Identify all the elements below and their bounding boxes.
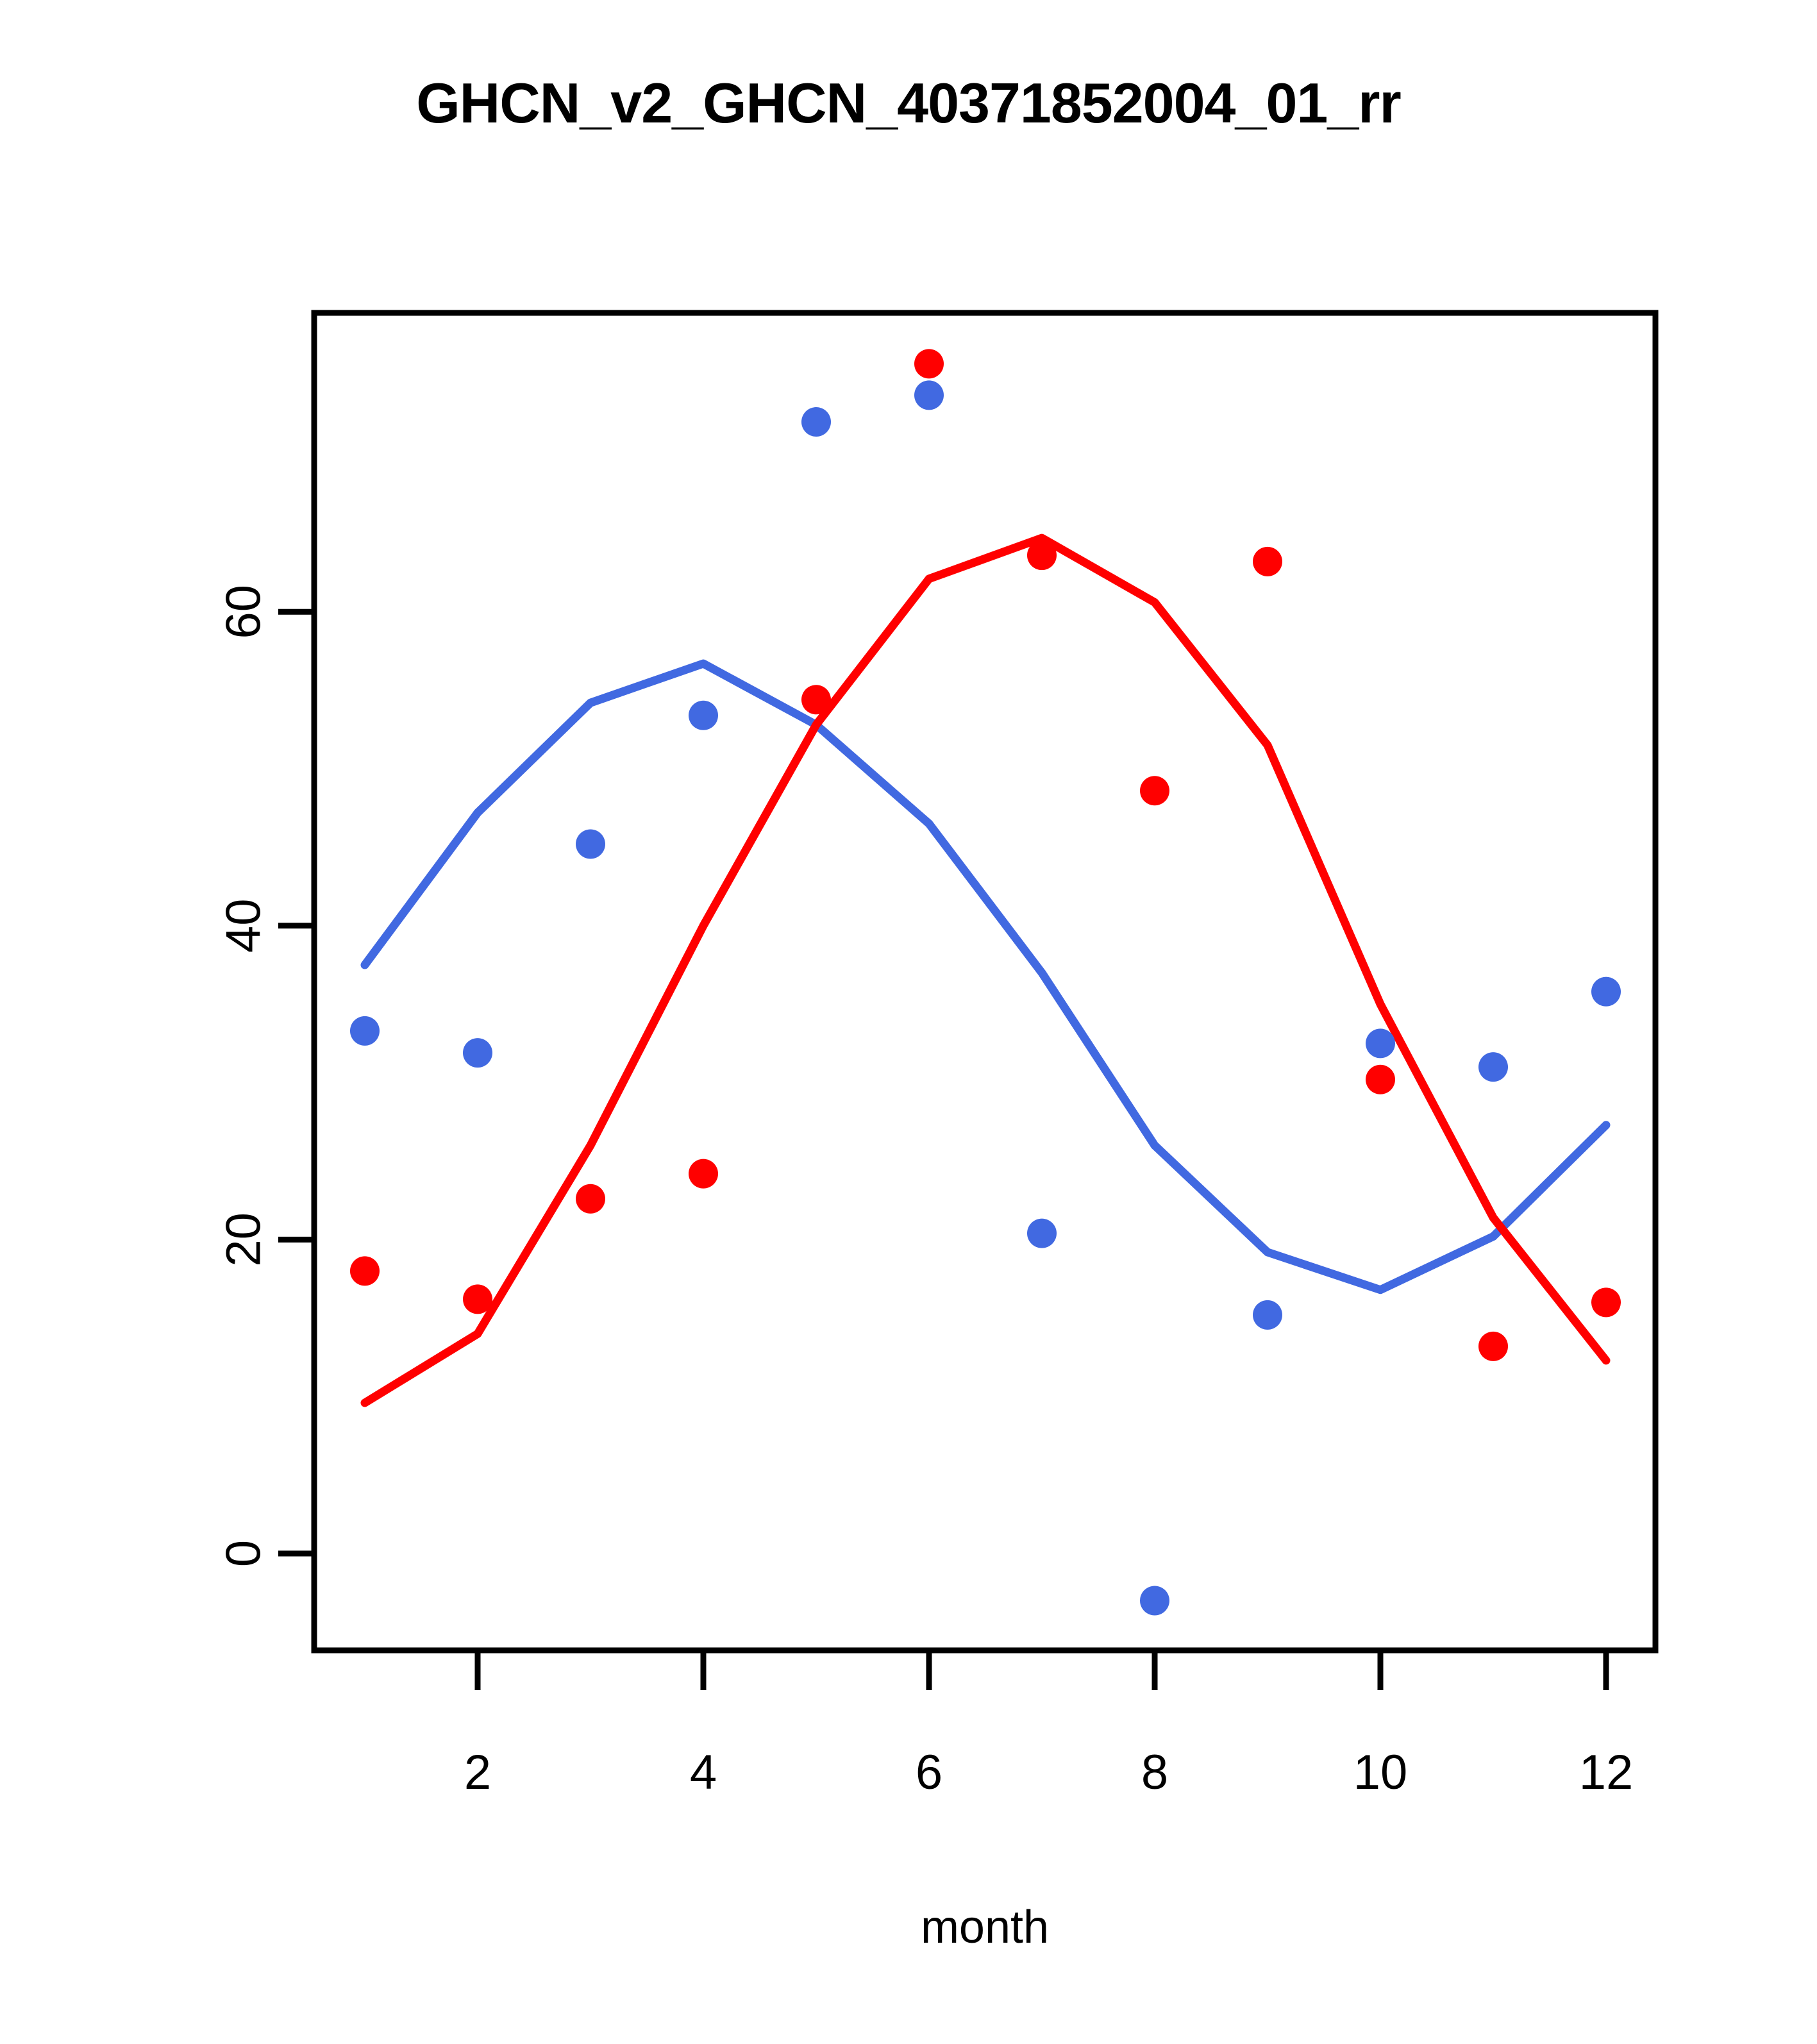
x-axis-tick-labels: 2 4 6 8 10 12: [464, 1745, 1633, 1800]
y-tick-label: 40: [217, 899, 271, 953]
blue-line: [360, 659, 1611, 1294]
y-axis-tick-labels: 0 20 40 60: [217, 585, 271, 1567]
x-axis-title: month: [921, 1902, 1049, 1953]
blue-points-marker: [576, 829, 605, 859]
plot-border: [311, 310, 1659, 1654]
x-tick-label: 8: [1141, 1745, 1168, 1800]
blue-points-marker: [463, 1038, 492, 1068]
x-tick-label: 2: [464, 1745, 491, 1800]
red-points-marker: [689, 1159, 718, 1189]
page-title: GHCN_v2_GHCN_40371852004_01_rr: [416, 71, 1402, 135]
red-points-marker: [1140, 776, 1169, 806]
x-tick-label: 10: [1353, 1745, 1408, 1800]
blue-points-marker: [801, 406, 831, 437]
y-tick-label: 0: [217, 1540, 271, 1567]
blue-points-marker: [689, 700, 718, 730]
x-tick-label: 4: [690, 1745, 717, 1800]
red-points-marker: [1253, 546, 1282, 576]
x-tick-label: 6: [916, 1745, 942, 1800]
blue-points-marker: [1253, 1300, 1282, 1330]
red-points-marker: [1366, 1064, 1395, 1094]
blue-points-marker: [1140, 1586, 1169, 1616]
blue-points-marker: [1027, 1218, 1057, 1248]
y-axis-ticks: [278, 608, 314, 1557]
red-line: [360, 533, 1611, 1407]
blue-points-marker: [1366, 1028, 1395, 1059]
series-lines: [360, 533, 1611, 1407]
red-points-marker: [1591, 1287, 1621, 1318]
x-tick-label: 12: [1579, 1745, 1634, 1800]
series-points: [350, 349, 1621, 1616]
y-tick-label: 60: [217, 585, 271, 639]
blue-points-marker: [1591, 976, 1621, 1007]
y-tick-label: 20: [217, 1212, 271, 1267]
red-points-marker: [350, 1256, 380, 1286]
red-points-marker: [914, 349, 944, 379]
red-points-marker: [576, 1184, 605, 1214]
red-points-marker: [801, 685, 831, 715]
red-points-marker: [463, 1284, 492, 1314]
red-points-marker: [1478, 1331, 1508, 1361]
x-axis-ticks: [474, 1650, 1609, 1690]
red-points-marker: [1027, 540, 1057, 571]
blue-points-marker: [914, 380, 944, 410]
blue-points-marker: [350, 1016, 380, 1046]
blue-points-marker: [1478, 1052, 1508, 1082]
